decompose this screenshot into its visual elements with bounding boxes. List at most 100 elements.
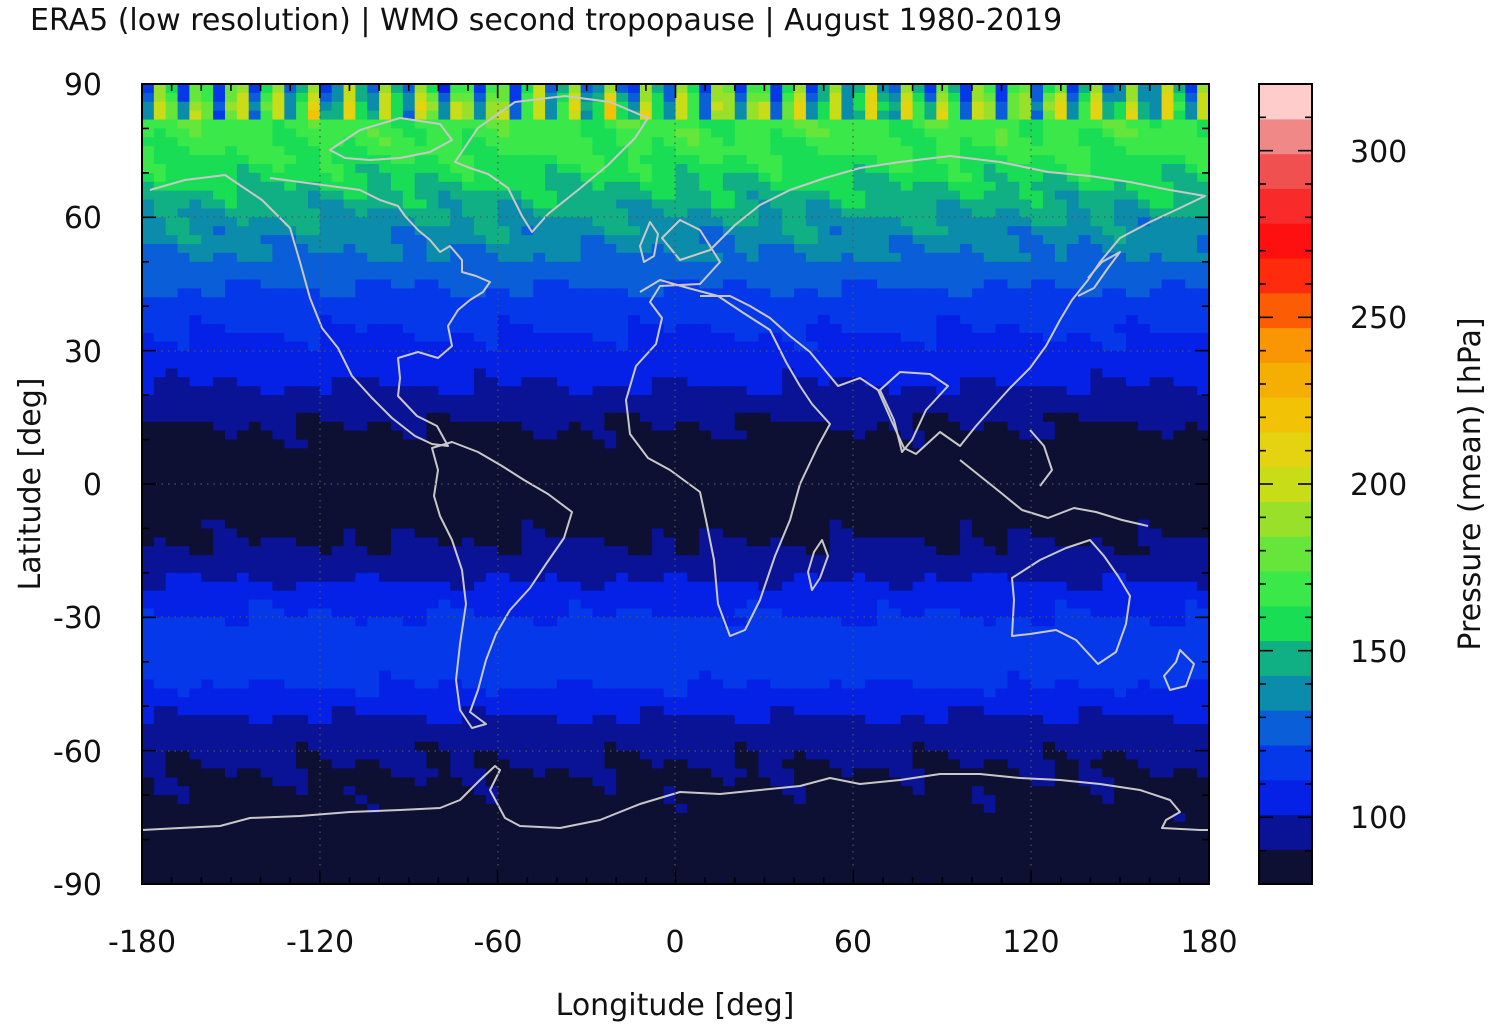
field-cell bbox=[355, 128, 368, 138]
field-cell bbox=[722, 332, 736, 343]
field-cell bbox=[865, 208, 878, 218]
field-cell bbox=[841, 430, 854, 441]
field-cell bbox=[1078, 92, 1092, 103]
field-cell bbox=[1137, 315, 1151, 325]
field-cell bbox=[414, 519, 428, 530]
field-cell bbox=[758, 137, 771, 147]
field-cell bbox=[355, 252, 368, 263]
field-cell bbox=[1149, 332, 1163, 343]
field-cell bbox=[307, 119, 321, 130]
field-cell bbox=[142, 564, 155, 574]
field-cell bbox=[817, 484, 831, 494]
field-cell bbox=[1019, 101, 1032, 112]
field-cell bbox=[1197, 395, 1209, 405]
field-cell bbox=[794, 457, 807, 467]
field-cell bbox=[236, 199, 250, 210]
field-cell bbox=[307, 101, 321, 112]
field-cell bbox=[663, 332, 677, 343]
field-cell bbox=[616, 92, 629, 103]
field-cell bbox=[1066, 137, 1080, 147]
field-cell bbox=[711, 359, 724, 370]
field-cell bbox=[888, 226, 902, 236]
field-cell bbox=[1114, 386, 1127, 396]
field-cell bbox=[1019, 404, 1032, 414]
field-cell bbox=[284, 270, 297, 281]
field-cell bbox=[971, 341, 985, 352]
field-cell bbox=[628, 457, 641, 467]
field-cell bbox=[900, 110, 914, 121]
field-cell bbox=[450, 199, 463, 210]
field-cell bbox=[936, 528, 949, 538]
field-cell bbox=[343, 377, 356, 387]
field-cell bbox=[462, 457, 475, 467]
field-cell bbox=[355, 484, 368, 494]
field-cell bbox=[841, 172, 854, 183]
field-cell bbox=[450, 386, 463, 396]
field-cell bbox=[319, 297, 333, 307]
field-cell bbox=[485, 572, 499, 583]
field-cell bbox=[438, 341, 451, 352]
field-cell bbox=[983, 128, 997, 138]
field-cell bbox=[438, 172, 451, 183]
field-cell bbox=[331, 208, 345, 218]
field-cell bbox=[1007, 386, 1020, 396]
field-cell bbox=[805, 492, 819, 503]
field-cell bbox=[948, 244, 961, 254]
field-cell bbox=[948, 261, 961, 272]
field-cell bbox=[805, 439, 819, 450]
field-cell bbox=[805, 181, 819, 192]
field-cell bbox=[248, 226, 262, 236]
field-cell bbox=[1090, 297, 1103, 307]
field-cell bbox=[948, 564, 961, 574]
field-cell bbox=[580, 475, 594, 485]
field-cell bbox=[877, 439, 890, 450]
field-cell bbox=[545, 519, 558, 530]
field-cell bbox=[877, 261, 890, 272]
field-cell bbox=[865, 555, 878, 565]
field-cell bbox=[521, 412, 534, 423]
field-cell bbox=[687, 101, 700, 112]
field-cell bbox=[699, 110, 712, 121]
field-cell bbox=[296, 288, 309, 298]
field-cell bbox=[296, 555, 309, 565]
field-cell bbox=[1031, 110, 1044, 121]
field-cell bbox=[936, 101, 949, 112]
field-cell bbox=[1137, 546, 1151, 556]
field-cell bbox=[414, 368, 428, 378]
field-cell bbox=[1090, 146, 1103, 156]
field-cell bbox=[1078, 84, 1092, 94]
field-cell bbox=[1114, 190, 1127, 201]
field-cell bbox=[224, 350, 238, 361]
field-cell bbox=[722, 528, 736, 538]
field-cell bbox=[414, 261, 428, 272]
field-cell bbox=[319, 466, 333, 476]
field-cell bbox=[343, 279, 356, 290]
field-cell bbox=[1114, 439, 1127, 450]
field-cell bbox=[379, 306, 392, 316]
field-cell bbox=[900, 546, 914, 556]
field-cell bbox=[1043, 324, 1056, 334]
field-cell bbox=[568, 101, 582, 112]
field-cell bbox=[556, 119, 570, 130]
field-cell bbox=[841, 324, 854, 334]
field-cell bbox=[971, 172, 985, 183]
field-cell bbox=[1149, 137, 1163, 147]
field-cell bbox=[758, 395, 771, 405]
field-cell bbox=[675, 119, 688, 130]
field-cell bbox=[556, 404, 570, 414]
field-cell bbox=[1090, 208, 1103, 218]
field-cell bbox=[426, 324, 439, 334]
field-cell bbox=[983, 110, 997, 121]
field-cell bbox=[236, 359, 250, 370]
field-cell bbox=[865, 350, 878, 361]
field-cell bbox=[568, 315, 582, 325]
field-cell bbox=[485, 457, 499, 467]
field-cell bbox=[1137, 208, 1151, 218]
field-cell bbox=[722, 164, 736, 174]
field-cell bbox=[1114, 537, 1127, 547]
field-cell bbox=[485, 377, 499, 387]
field-cell bbox=[224, 564, 238, 574]
field-cell bbox=[402, 572, 416, 583]
field-cell bbox=[438, 501, 451, 512]
field-cell bbox=[651, 172, 665, 183]
